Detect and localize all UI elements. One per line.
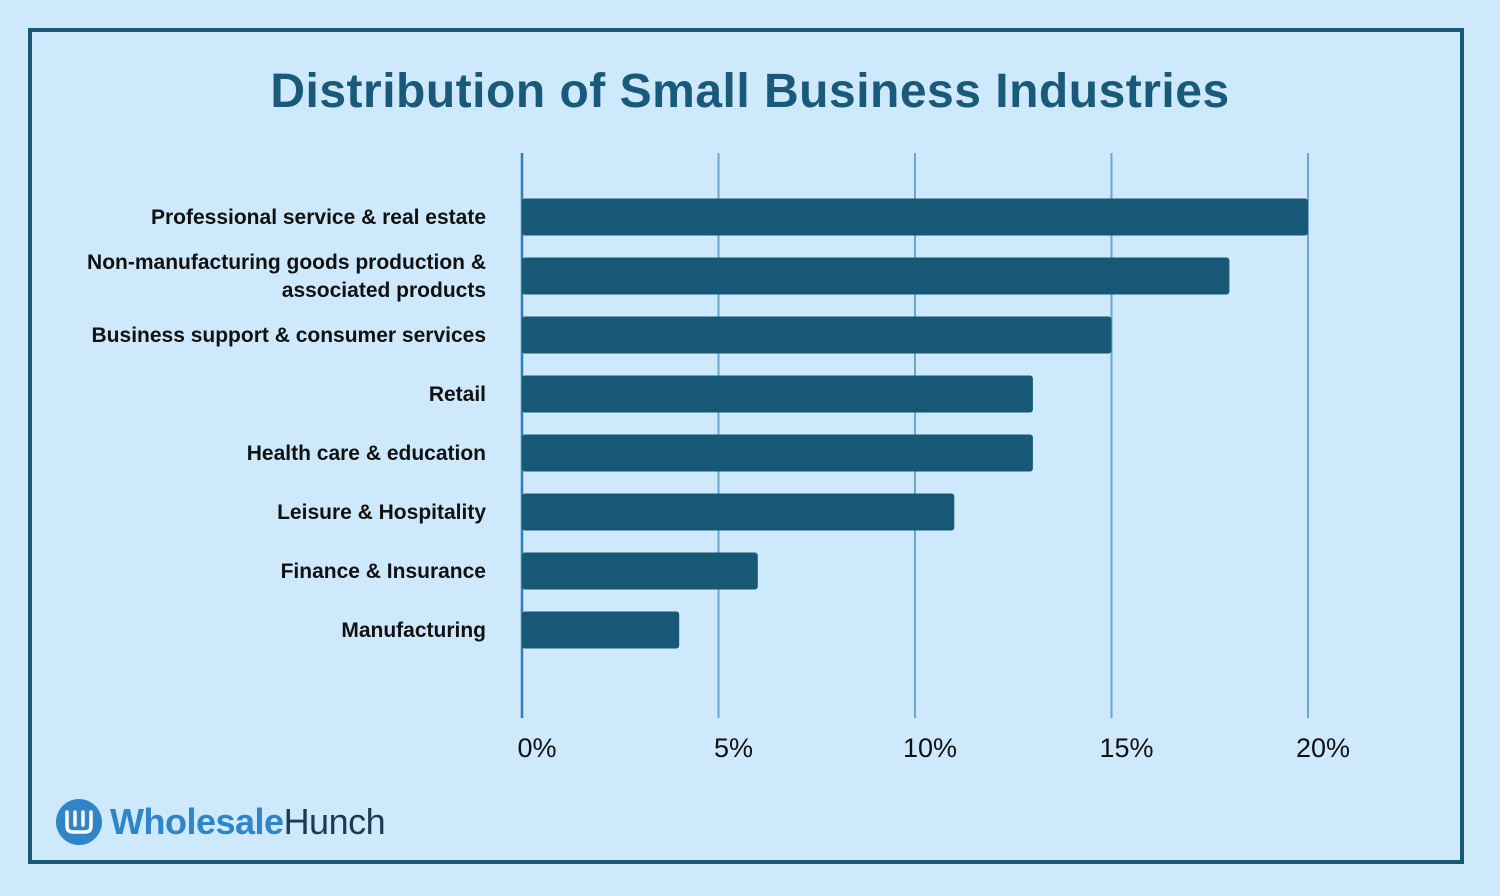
bars — [522, 198, 1308, 649]
category-label: Retail — [429, 383, 486, 406]
bar — [522, 611, 680, 649]
bar — [522, 316, 1112, 354]
category-label: Business support & consumer services — [92, 324, 486, 347]
x-tick-label: 20% — [1296, 733, 1350, 763]
brand-name-part1: Wholesale — [110, 801, 284, 842]
brand-name-part2: Hunch — [283, 801, 386, 842]
bar — [522, 493, 955, 531]
brand-logo: WholesaleHunch — [56, 796, 386, 848]
category-label: Professional service & real estate — [151, 206, 486, 229]
bar — [522, 375, 1033, 413]
category-labels: Professional service & real estate Non-ma… — [87, 206, 486, 642]
bar — [522, 257, 1230, 295]
category-label: Manufacturing — [341, 619, 486, 642]
x-tick-label: 15% — [1099, 733, 1153, 763]
category-label: Leisure & Hospitality — [277, 501, 486, 524]
bar — [522, 434, 1033, 472]
x-tick-label: 5% — [714, 733, 753, 763]
x-tick-labels: 0% 5% 10% 15% 20% — [517, 733, 1350, 763]
category-label: Health care & education — [247, 442, 486, 465]
x-tick-label: 10% — [903, 733, 957, 763]
category-label: Non-manufacturing goods production & asso… — [87, 251, 486, 302]
category-label: Finance & Insurance — [281, 560, 486, 583]
chart-title: Distribution of Small Business Industrie… — [270, 65, 1230, 118]
x-tick-label: 0% — [517, 733, 556, 763]
brand-name: WholesaleHunch — [110, 801, 386, 843]
wholesale-hunch-w-logo-icon — [56, 799, 102, 845]
chart-frame — [28, 28, 1464, 864]
bar — [522, 198, 1308, 236]
bar — [522, 552, 758, 590]
